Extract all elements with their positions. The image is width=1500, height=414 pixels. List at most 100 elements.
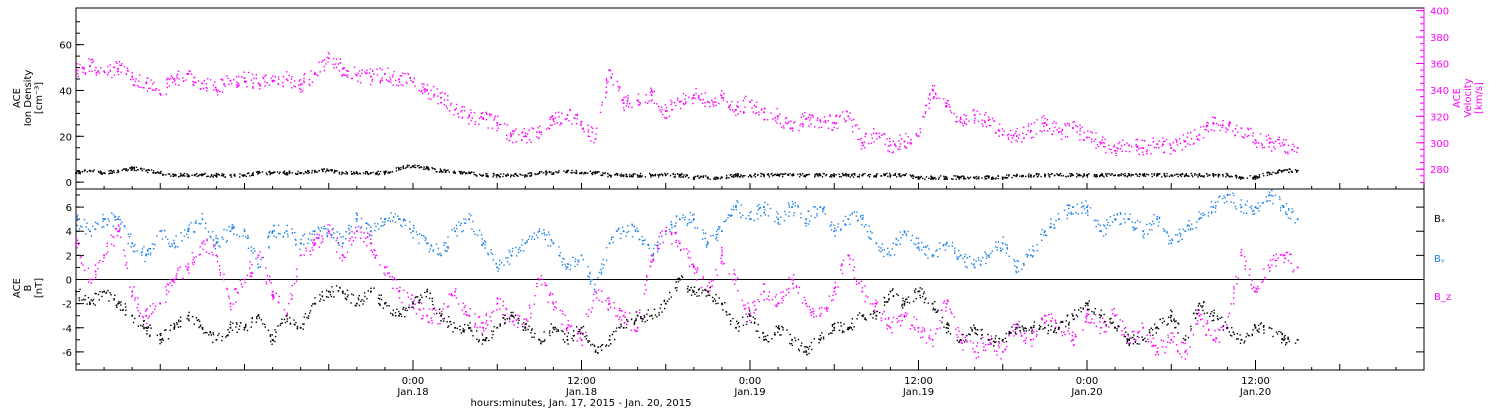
density-fill-point	[895, 173, 896, 174]
velocity-fill-point	[186, 73, 187, 74]
velocity-fill-point	[210, 79, 211, 80]
bz-point	[833, 291, 835, 293]
density-fill-point	[1156, 175, 1157, 176]
bz-fill-point	[607, 298, 608, 299]
density-fill-point	[619, 174, 620, 175]
density-fill-point	[934, 177, 935, 178]
by-fill-point	[653, 253, 654, 254]
by-fill-point	[447, 236, 448, 237]
bz-fill-point	[503, 301, 504, 302]
by-fill-point	[685, 217, 686, 218]
density-fill-point	[160, 173, 161, 174]
by-fill-point	[548, 245, 549, 246]
by-fill-point	[1153, 223, 1154, 224]
bz-fill-point	[697, 269, 698, 270]
density-fill-point	[425, 168, 426, 169]
bz-fill-point	[1093, 322, 1094, 323]
velocity-fill-point	[979, 114, 980, 115]
by-fill-point	[899, 231, 900, 232]
velocity-fill-point	[1243, 137, 1244, 138]
by-fill-point	[693, 220, 694, 221]
velocity-fill-point	[1034, 122, 1035, 123]
by-fill-point	[165, 236, 166, 237]
by-fill-point	[919, 249, 920, 250]
bz-fill-point	[819, 308, 820, 309]
bz-fill-point	[230, 309, 231, 310]
density-fill-point	[1281, 171, 1282, 172]
by-fill-point	[86, 223, 87, 224]
density-fill-point	[1259, 174, 1260, 175]
density-fill-point	[568, 170, 569, 171]
bz-fill-point	[546, 285, 547, 286]
density-fill-point	[957, 175, 958, 176]
bz-fill-point	[1195, 323, 1196, 324]
by-fill-point	[484, 247, 485, 248]
velocity-fill-point	[871, 143, 872, 144]
by-fill-point	[174, 247, 175, 248]
density-fill-point	[631, 175, 632, 176]
bz-fill-point	[783, 296, 784, 297]
velocity-fill-point	[557, 122, 558, 123]
velocity-fill-point	[709, 102, 710, 103]
by-fill-point	[417, 234, 418, 235]
bz-fill-point	[536, 286, 537, 287]
density-fill-point	[531, 175, 532, 176]
velocity-fill-point	[1031, 123, 1032, 124]
velocity-fill-point	[1206, 122, 1207, 123]
density-fill-point	[386, 171, 387, 172]
density-fill-point	[400, 167, 401, 168]
by-fill-point	[954, 252, 955, 253]
by-fill-point	[965, 266, 966, 267]
by-fill-point	[984, 251, 985, 252]
velocity-fill-point	[777, 118, 778, 119]
velocity-fill-point	[1064, 123, 1065, 124]
velocity-fill-point	[798, 130, 799, 131]
bz-fill-point	[1121, 330, 1122, 331]
density-fill-point	[461, 172, 462, 173]
velocity-fill-point	[1047, 130, 1048, 131]
bz-fill-point	[1138, 337, 1139, 338]
velocity-fill-point	[421, 90, 422, 91]
velocity-fill-point	[533, 128, 534, 129]
density-fill-point	[1097, 176, 1098, 177]
by-fill-point	[447, 250, 448, 251]
velocity-fill-point	[626, 103, 627, 104]
velocity-fill-point	[1222, 120, 1223, 121]
velocity-point	[1255, 139, 1257, 141]
by-point	[1156, 218, 1158, 220]
by-fill-point	[660, 243, 661, 244]
by-point	[272, 230, 274, 232]
velocity-fill-point	[364, 71, 365, 72]
bz-fill-point	[956, 334, 957, 335]
density-fill-point	[497, 174, 498, 175]
velocity-fill-point	[166, 94, 167, 95]
by-fill-point	[754, 220, 755, 221]
bz-fill-point	[861, 281, 862, 282]
bz-fill-point	[202, 249, 203, 250]
velocity-fill-point	[1148, 145, 1149, 146]
velocity-fill-point	[172, 77, 173, 78]
bz-fill-point	[677, 246, 678, 247]
density-fill-point	[410, 167, 411, 168]
bz-fill-point	[661, 235, 662, 236]
density-fill-point	[436, 171, 437, 172]
by-fill-point	[795, 202, 796, 203]
by-fill-point	[213, 239, 214, 240]
density-fill-point	[1226, 173, 1227, 174]
velocity-fill-point	[126, 73, 127, 74]
by-fill-point	[447, 247, 448, 248]
density-fill-point	[339, 172, 340, 173]
bz-fill-point	[1275, 265, 1276, 266]
velocity-fill-point	[450, 104, 451, 105]
velocity-fill-point	[1135, 144, 1136, 145]
velocity-fill-point	[1104, 146, 1105, 147]
bz-fill-point	[842, 273, 843, 274]
bz-fill-point	[976, 358, 977, 359]
bz-fill-point	[742, 300, 743, 301]
bz-fill-point	[206, 240, 207, 241]
bz-fill-point	[721, 249, 722, 250]
by-fill-point	[758, 209, 759, 210]
bz-fill-point	[387, 273, 388, 274]
by-point	[201, 218, 203, 220]
velocity-fill-point	[964, 123, 965, 124]
